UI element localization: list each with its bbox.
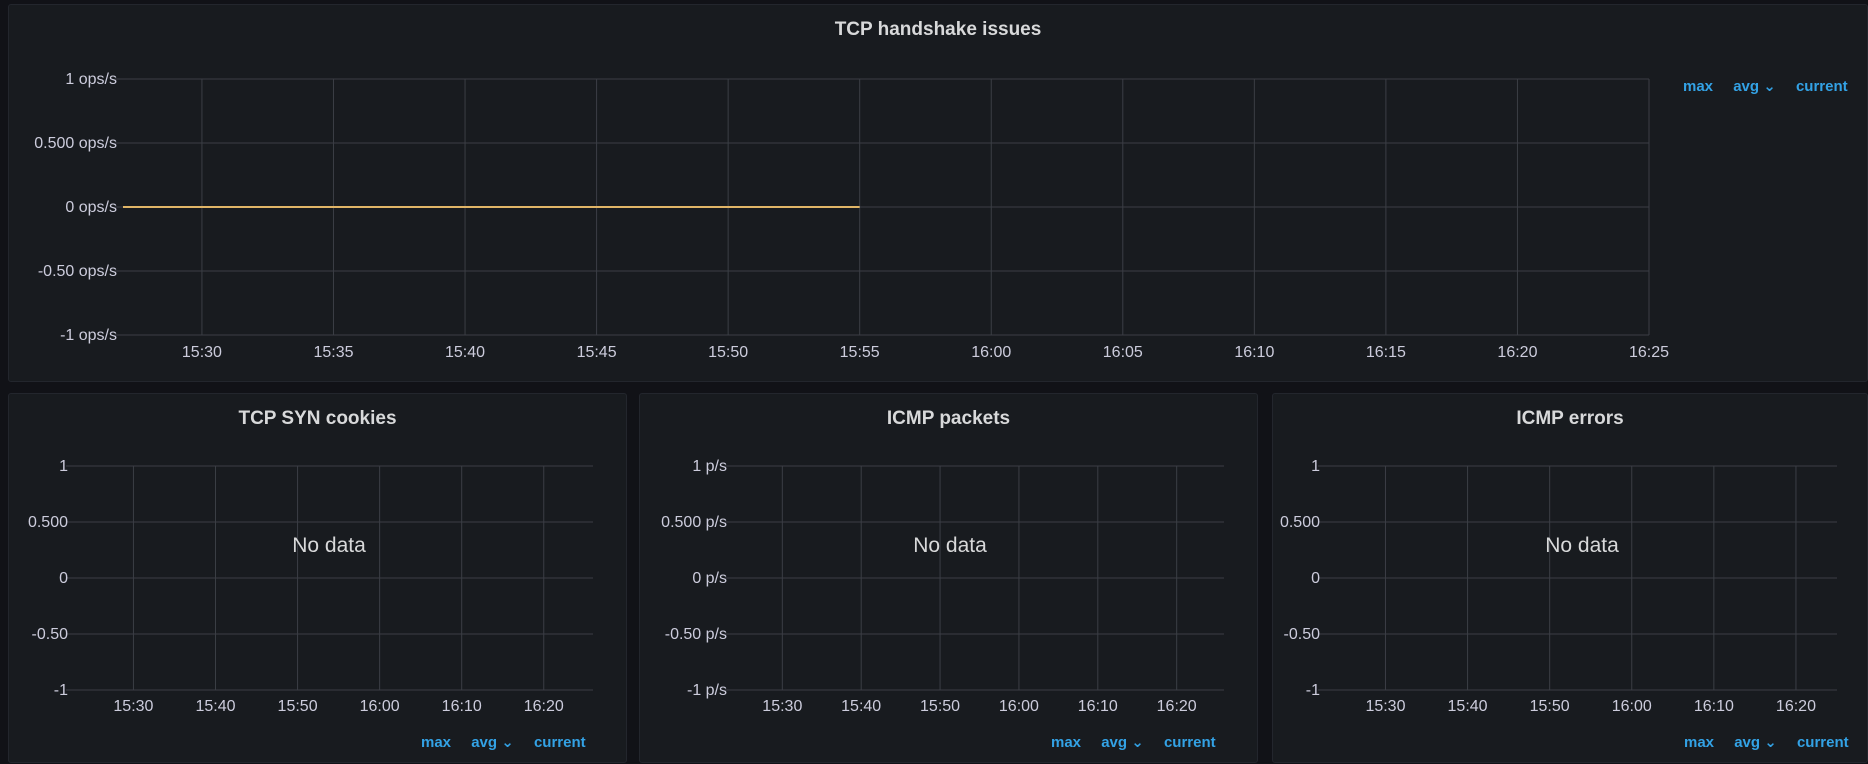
- y-tick-label: 0.500: [28, 514, 68, 531]
- x-tick-label: 16:10: [1694, 698, 1734, 715]
- chart-tcp-syn-cookies: 1 0.500 0 -0.50 -1 15:30 15:40 15:50 16:00 16:10 1…: [28, 458, 593, 715]
- no-data-message: No data: [292, 534, 366, 557]
- x-tick-label: 16:20: [1157, 698, 1197, 715]
- x-tick-label: 16:20: [1497, 344, 1537, 361]
- x-tick-label: 15:55: [840, 344, 880, 361]
- legend-current-header[interactable]: current: [1796, 734, 1849, 751]
- x-tick-label: 15:35: [313, 344, 353, 361]
- x-tick-label: 15:40: [841, 698, 881, 715]
- x-tick-label: 15:50: [920, 698, 960, 715]
- legend-max-header[interactable]: max: [1051, 734, 1082, 751]
- x-tick-label: 15:30: [1365, 698, 1405, 715]
- chart-tcp-handshake-issues: 1 ops/s 0.500 ops/s 0 ops/s -0.50 ops/s -1 o…: [34, 71, 1669, 361]
- x-tick-label: 16:20: [524, 698, 564, 715]
- legend-header: max avg ⌄ current: [1683, 77, 1848, 95]
- no-data-message: No data: [913, 534, 987, 557]
- legend-header: max avg ⌄ current: [421, 733, 586, 751]
- legend-max-header[interactable]: max: [1683, 78, 1714, 95]
- panel-tcp-handshake-issues: TCP handshake issues 1 ops/s 0.500 ops/s 0…: [8, 4, 1868, 382]
- y-tick-label: -0.50 p/s: [665, 626, 727, 643]
- x-tick-label: 16:00: [971, 344, 1011, 361]
- x-tick-label: 15:50: [278, 698, 318, 715]
- x-tick-label: 16:25: [1629, 344, 1669, 361]
- chart-icmp-packets: 1 p/s 0.500 p/s 0 p/s -0.50 p/s -1 p/s 15:30 1…: [661, 458, 1224, 715]
- y-tick-label: 1: [1311, 458, 1320, 475]
- x-tick-label: 15:50: [708, 344, 748, 361]
- y-tick-label: 0.500 p/s: [661, 514, 727, 531]
- x-tick-label: 16:00: [1612, 698, 1652, 715]
- y-tick-label: 0: [1311, 570, 1320, 587]
- y-tick-label: 0.500: [1280, 514, 1320, 531]
- x-tick-label: 15:40: [195, 698, 235, 715]
- x-tick-label: 15:50: [1530, 698, 1570, 715]
- y-tick-label: 1 ops/s: [65, 71, 117, 88]
- x-tick-label: 16:15: [1366, 344, 1406, 361]
- panel-title[interactable]: TCP handshake issues: [834, 19, 1042, 40]
- y-tick-label: 1 p/s: [692, 458, 727, 475]
- legend-header: max avg ⌄ current: [1684, 733, 1849, 751]
- x-tick-label: 15:30: [762, 698, 802, 715]
- legend-current-header[interactable]: current: [1795, 78, 1848, 95]
- y-tick-label: -0.50: [1284, 626, 1321, 643]
- x-tick-label: 16:00: [360, 698, 400, 715]
- x-tick-label: 15:40: [445, 344, 485, 361]
- x-tick-label: 16:20: [1776, 698, 1816, 715]
- y-tick-label: 0 ops/s: [65, 199, 117, 216]
- y-tick-label: -0.50 ops/s: [38, 263, 117, 280]
- no-data-message: No data: [1545, 534, 1619, 557]
- x-tick-label: 15:45: [577, 344, 617, 361]
- panel-tcp-syn-cookies: TCP SYN cookies 1 0.500 0 -0.50 -1 15:30 15:40…: [8, 393, 627, 763]
- x-tick-label: 16:10: [1078, 698, 1118, 715]
- x-tick-label: 16:10: [1234, 344, 1274, 361]
- y-tick-label: -1: [1306, 682, 1320, 699]
- panel-title[interactable]: ICMP packets: [886, 408, 1011, 429]
- legend-current-header[interactable]: current: [1163, 734, 1216, 751]
- chart-icmp-errors: 1 0.500 0 -0.50 -1 15:30 15:40 15:50 16:00 16:10 1…: [1280, 458, 1837, 715]
- panel-title[interactable]: TCP SYN cookies: [238, 408, 397, 429]
- y-tick-label: 0.500 ops/s: [34, 135, 117, 152]
- x-tick-label: 16:00: [999, 698, 1039, 715]
- y-tick-label: 1: [59, 458, 68, 475]
- y-tick-label: -0.50: [32, 626, 69, 643]
- x-tick-label: 16:05: [1103, 344, 1143, 361]
- legend-max-header[interactable]: max: [421, 734, 452, 751]
- legend-avg-header[interactable]: avg ⌄: [1734, 734, 1777, 751]
- panel-title[interactable]: ICMP errors: [1516, 408, 1624, 429]
- legend-avg-header[interactable]: avg ⌄: [1733, 78, 1776, 95]
- x-tick-label: 15:40: [1448, 698, 1488, 715]
- y-tick-label: -1 p/s: [687, 682, 727, 699]
- y-tick-label: 0: [59, 570, 68, 587]
- x-tick-label: 16:10: [442, 698, 482, 715]
- x-tick-label: 15:30: [113, 698, 153, 715]
- x-tick-label: 15:30: [182, 344, 222, 361]
- y-tick-label: -1: [54, 682, 68, 699]
- legend-avg-header[interactable]: avg ⌄: [1101, 734, 1144, 751]
- legend-max-header[interactable]: max: [1684, 734, 1715, 751]
- y-tick-label: -1 ops/s: [60, 327, 117, 344]
- legend-avg-header[interactable]: avg ⌄: [471, 734, 514, 751]
- y-tick-label: 0 p/s: [692, 570, 727, 587]
- legend-header: max avg ⌄ current: [1051, 733, 1216, 751]
- panel-icmp-packets: ICMP packets 1 p/s 0.500 p/s 0 p/s -0.50 p/…: [639, 393, 1258, 763]
- legend-current-header[interactable]: current: [533, 734, 586, 751]
- panel-icmp-errors: ICMP errors 1 0.500 0 -0.50 -1 15:30 15:40 15:5…: [1272, 393, 1868, 763]
